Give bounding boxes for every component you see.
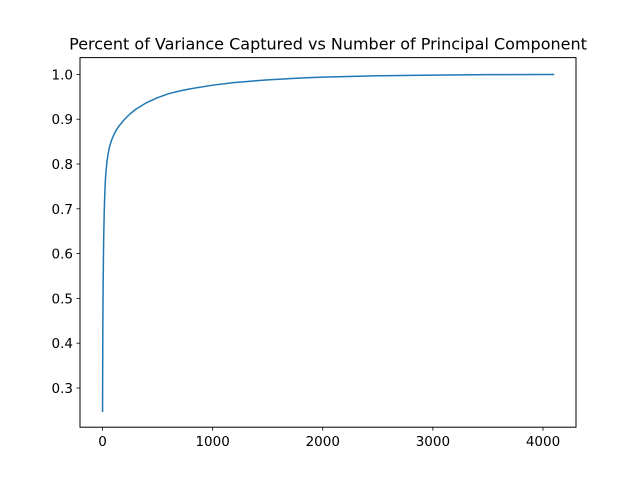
x-tick-label: 4000 bbox=[526, 434, 560, 450]
x-tick-label: 0 bbox=[98, 434, 107, 450]
y-tick-label: 0.5 bbox=[52, 291, 73, 307]
y-tick-label: 1.0 bbox=[52, 67, 73, 83]
x-tick-label: 2000 bbox=[306, 434, 340, 450]
x-tick-label: 1000 bbox=[195, 434, 229, 450]
y-tick-label: 0.8 bbox=[52, 157, 73, 173]
axes-frame bbox=[79, 57, 577, 428]
plot-area: 0 1000 2000 3000 4000 0.3 0.4 0.5 0.6 0.7 0.8 0.9 1.… bbox=[52, 67, 561, 450]
y-tick-label: 0.7 bbox=[52, 202, 73, 218]
x-tick-label: 3000 bbox=[416, 434, 450, 450]
y-tick-label: 0.9 bbox=[52, 112, 73, 128]
chart-title: Percent of Variance Captured vs Number o… bbox=[69, 35, 587, 54]
series-line-0 bbox=[101, 73, 555, 413]
y-tick-label: 0.6 bbox=[52, 247, 73, 263]
y-tick-label: 0.3 bbox=[52, 381, 73, 397]
y-tick-label: 0.4 bbox=[52, 336, 73, 352]
